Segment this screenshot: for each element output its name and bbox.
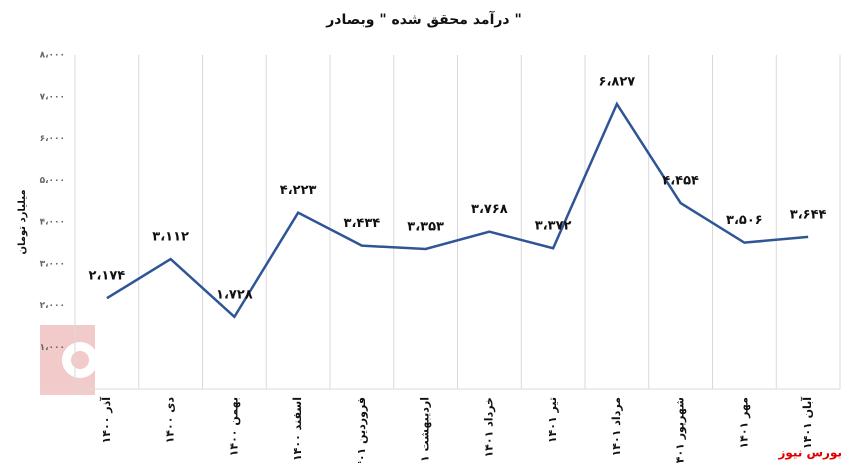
data-label: ۱،۷۲۸ [216, 287, 253, 302]
x-tick-label: شهریور ۱۴۰۱ [674, 397, 687, 463]
x-tick-label: دی ۱۴۰۰ [164, 397, 177, 444]
data-label: ۳،۳۵۳ [407, 220, 444, 235]
y-tick-label: ۳،۰۰۰ [40, 259, 65, 269]
chart-title: درآمد محقق شده " وبصادر " [325, 10, 522, 28]
data-label: ۳،۵۰۶ [726, 213, 763, 228]
data-label: ۳،۶۴۴ [790, 207, 827, 222]
data-label: ۳،۱۱۲ [152, 230, 189, 245]
x-tick-label: تیر ۱۴۰۱ [546, 397, 559, 443]
data-label: ۳،۷۶۸ [471, 202, 508, 217]
y-tick-label: ۲،۰۰۰ [40, 301, 65, 311]
x-tick-label: خرداد ۱۴۰۱ [482, 397, 495, 458]
x-tick-label: مرداد ۱۴۰۱ [610, 397, 623, 456]
y-tick-label: ۸،۰۰۰ [40, 51, 65, 61]
y-tick-label: ۴،۰۰۰ [40, 218, 65, 228]
y-tick-label: ۷،۰۰۰ [40, 92, 65, 102]
y-tick-label: ۶،۰۰۰ [40, 134, 65, 144]
y-axis-label: میلیارد تومان [17, 189, 28, 254]
data-label: ۴،۲۲۳ [280, 183, 317, 198]
data-label: ۶،۸۲۷ [599, 74, 636, 89]
x-tick-label: فروردین ۱۴۰۱ [355, 397, 368, 463]
x-tick-label: آبان ۱۴۰۱ [800, 397, 814, 449]
x-tick-label: آذر ۱۴۰۰ [99, 397, 113, 444]
x-tick-label: بهمن ۱۴۰۰ [227, 397, 240, 456]
x-tick-label: اسفند ۱۴۰۰ [291, 397, 304, 461]
data-label: ۴،۴۵۴ [662, 174, 699, 189]
x-tick-label: مهر ۱۴۰۱ [737, 397, 750, 449]
logo [40, 325, 98, 395]
x-tick-label: اردیبهشت ۱۴۰۱ [419, 397, 432, 463]
y-tick-label: ۵،۰۰۰ [40, 176, 65, 186]
data-label: ۳،۳۷۲ [535, 219, 572, 234]
line [106, 101, 809, 319]
data-label: ۳،۴۳۴ [344, 216, 381, 231]
data-label: ۲،۱۷۴ [89, 269, 126, 284]
y-tick-label: ۱،۰۰۰ [40, 343, 65, 353]
source: بورس نیوز [777, 446, 842, 461]
